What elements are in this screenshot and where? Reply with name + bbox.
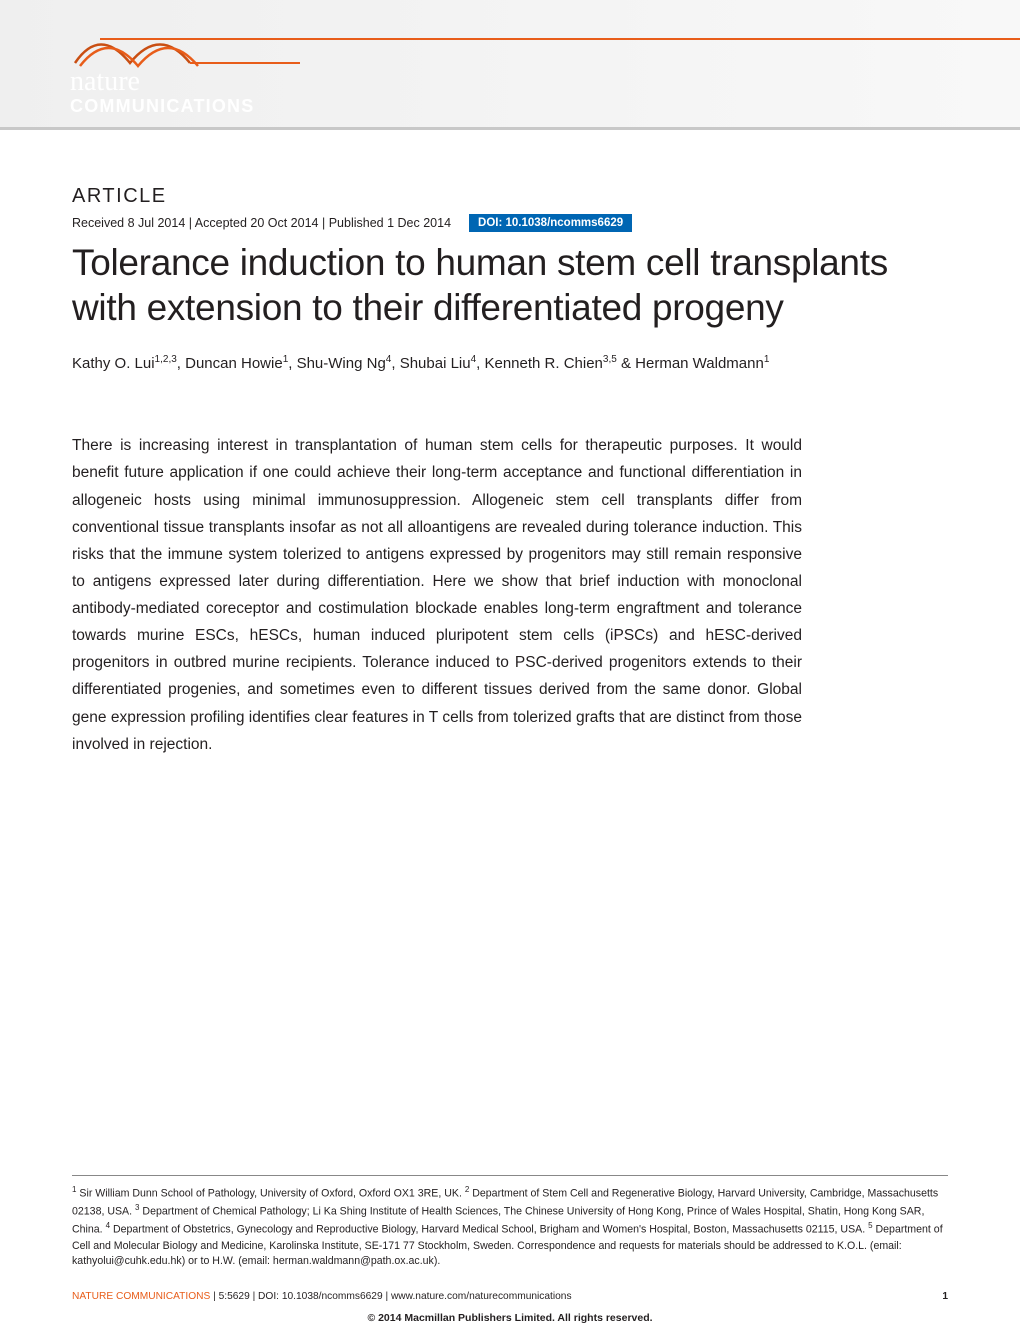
article-content: ARTICLE Received 8 Jul 2014 | Accepted 2… xyxy=(0,130,1020,758)
published-date: Published 1 Dec 2014 xyxy=(329,216,451,230)
article-type-label: ARTICLE xyxy=(72,185,948,208)
copyright-line: © 2014 Macmillan Publishers Limited. All… xyxy=(0,1312,1020,1324)
footer-citation-details: | 5:5629 | DOI: 10.1038/ncomms6629 | www… xyxy=(210,1291,571,1302)
author-list: Kathy O. Lui1,2,3, Duncan Howie1, Shu-Wi… xyxy=(72,354,948,372)
journal-header-banner: nature COMMUNICATIONS xyxy=(0,0,1020,130)
affiliations-block: 1 Sir William Dunn School of Pathology, … xyxy=(72,1175,948,1270)
footer-citation: NATURE COMMUNICATIONS | 5:5629 | DOI: 10… xyxy=(72,1291,572,1302)
accepted-date: Accepted 20 Oct 2014 xyxy=(195,216,319,230)
publication-dates-row: Received 8 Jul 2014 | Accepted 20 Oct 20… xyxy=(72,214,948,232)
page-number: 1 xyxy=(942,1291,948,1302)
footer-citation-row: NATURE COMMUNICATIONS | 5:5629 | DOI: 10… xyxy=(72,1291,948,1302)
received-date: Received 8 Jul 2014 xyxy=(72,216,185,230)
abstract-text: There is increasing interest in transpla… xyxy=(72,432,802,758)
footer-journal-name: NATURE COMMUNICATIONS xyxy=(72,1291,210,1302)
article-title: Tolerance induction to human stem cell t… xyxy=(72,240,948,330)
journal-logo: nature COMMUNICATIONS xyxy=(70,18,300,117)
doi-badge: DOI: 10.1038/ncomms6629 xyxy=(469,214,632,232)
logo-swoosh-graphic xyxy=(70,18,300,72)
publication-dates: Received 8 Jul 2014 | Accepted 20 Oct 20… xyxy=(72,216,451,230)
logo-text-communications: COMMUNICATIONS xyxy=(70,96,300,117)
